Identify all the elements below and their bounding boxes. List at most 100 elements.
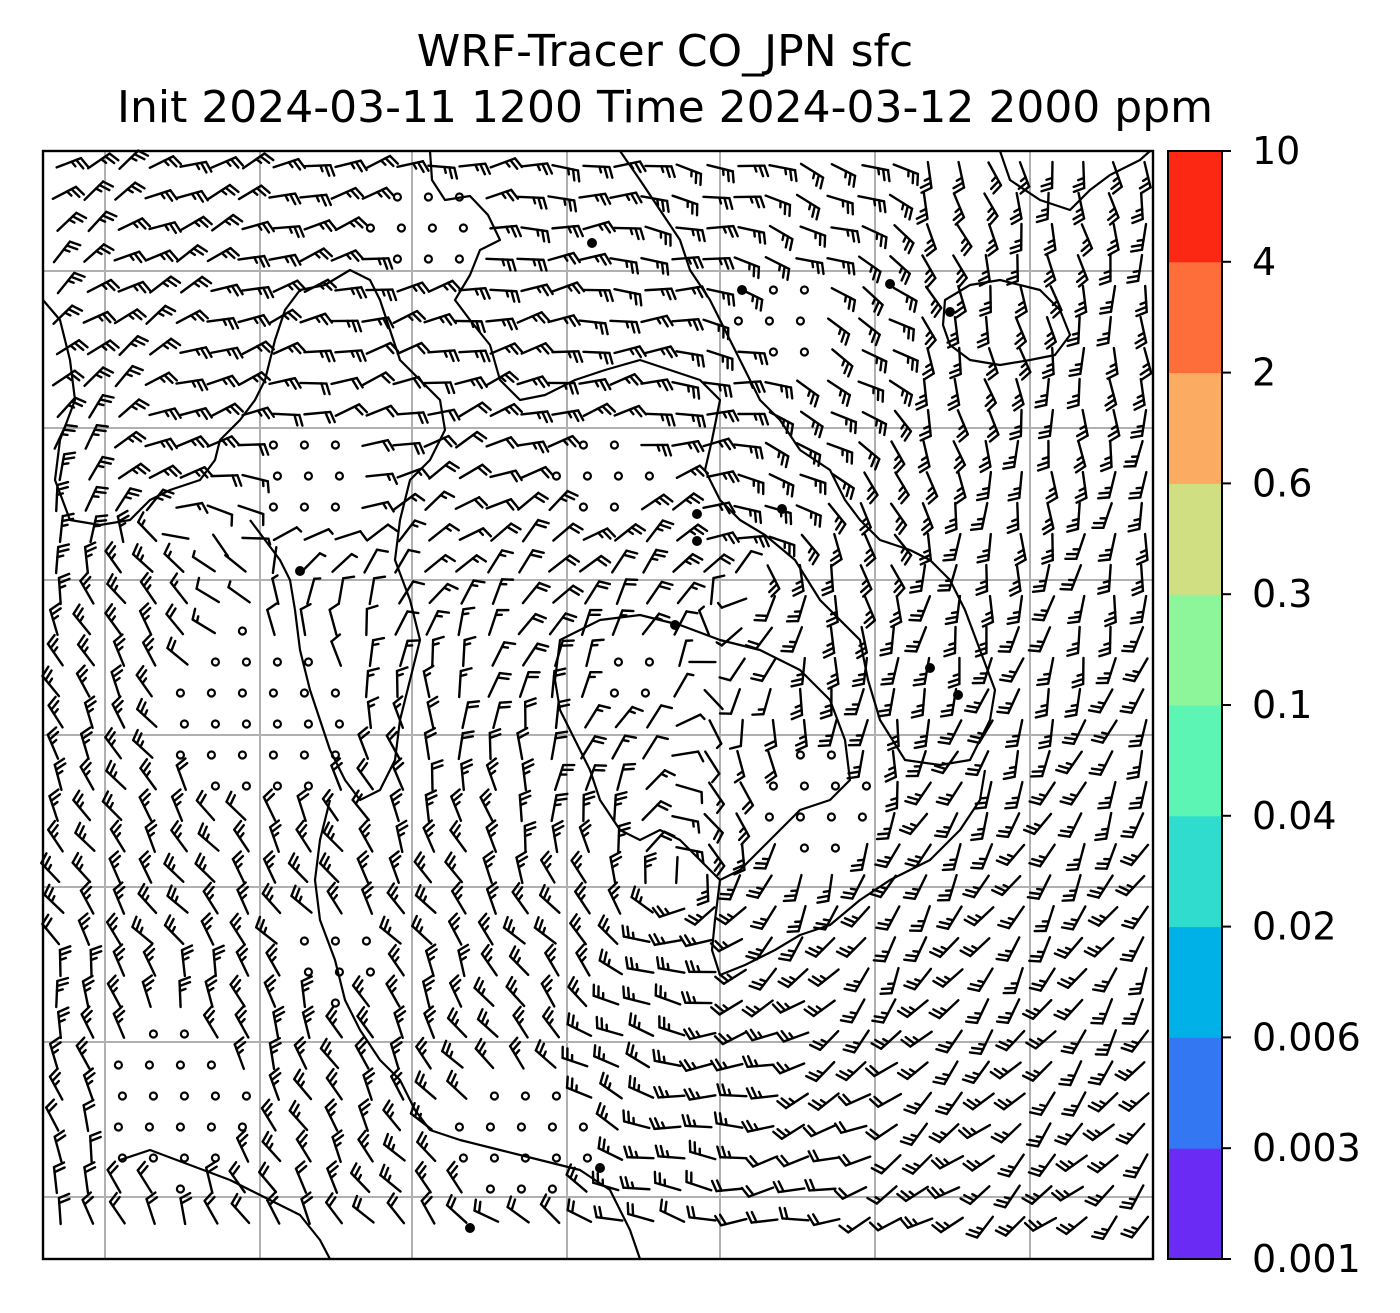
- wind-barb: [415, 1036, 432, 1070]
- wind-barb: [163, 542, 185, 573]
- wind-barb: [508, 945, 530, 977]
- wind-barb: [676, 523, 709, 542]
- calm-wind-marker: [799, 285, 810, 295]
- colorbar-ticks: 0.001 0.003 0.006 0.02 0.04 0.1 0.3 0.6 2 4 10: [1222, 129, 1361, 1281]
- wind-barb: [866, 1185, 898, 1205]
- wind-barb: [1009, 408, 1023, 441]
- wind-barb: [1080, 223, 1094, 257]
- wind-barb: [1002, 439, 1020, 470]
- wind-barb: [995, 1029, 1026, 1052]
- calm-wind-marker: [303, 471, 314, 481]
- wind-barb: [849, 842, 869, 872]
- wind-barb: [368, 575, 387, 606]
- wind-barb: [840, 874, 866, 900]
- wind-barb: [858, 317, 881, 347]
- wind-barb: [225, 790, 247, 821]
- wind-barb: [997, 1153, 1025, 1178]
- wind-barb: [170, 788, 184, 822]
- wind-barb: [86, 152, 120, 170]
- wind-barb: [361, 371, 395, 387]
- wind-barb: [1041, 346, 1055, 380]
- wind-barb: [544, 943, 560, 977]
- wind-barb: [265, 943, 281, 977]
- wind-barb: [300, 552, 327, 574]
- wind-barb: [1104, 377, 1118, 412]
- wind-barb: [79, 571, 95, 605]
- wind-barb: [517, 612, 547, 636]
- colorbar-tick-label: 4: [1252, 240, 1276, 284]
- wind-barb: [55, 480, 70, 513]
- wind-barb: [1014, 316, 1027, 350]
- wind-barb: [985, 223, 999, 257]
- station-dot: [587, 238, 597, 248]
- wind-barb: [983, 192, 999, 226]
- wind-barb: [179, 160, 213, 174]
- wind-barb: [175, 435, 210, 448]
- wind-barb: [515, 850, 529, 885]
- wind-barb: [365, 341, 400, 355]
- wind-barb: [136, 511, 158, 543]
- calm-wind-marker: [299, 750, 310, 760]
- wind-barb: [675, 783, 704, 805]
- wind-barb: [904, 626, 928, 653]
- wind-barb: [428, 582, 459, 605]
- wind-barb: [830, 163, 857, 188]
- wind-barb: [458, 527, 493, 541]
- wind-barb: [450, 881, 467, 915]
- wind-barb: [79, 881, 95, 915]
- calm-wind-marker: [272, 471, 283, 481]
- wind-barb: [262, 850, 277, 884]
- calm-wind-marker: [609, 502, 620, 512]
- calm-wind-marker: [516, 1122, 527, 1132]
- wind-barb: [389, 1036, 403, 1071]
- calm-wind-marker: [175, 1184, 186, 1194]
- wind-barb: [414, 1160, 432, 1194]
- wind-barb: [685, 1169, 713, 1192]
- wind-barb: [321, 788, 339, 822]
- calm-wind-marker: [330, 750, 341, 760]
- wind-barb: [293, 1068, 313, 1101]
- wind-barb: [582, 790, 596, 823]
- wind-barb: [206, 374, 241, 388]
- wind-barb: [427, 279, 462, 293]
- wind-barb: [1086, 874, 1114, 899]
- wind-barb: [131, 915, 154, 945]
- wind-barb: [892, 163, 920, 187]
- wind-barb: [272, 412, 304, 427]
- wind-barb: [542, 1006, 561, 1039]
- wind-barb: [874, 843, 901, 869]
- calm-wind-marker: [516, 1184, 527, 1194]
- wind-barb: [813, 905, 839, 931]
- wind-barb: [935, 1029, 963, 1054]
- wind-barb: [688, 1139, 717, 1161]
- wind-barb: [75, 1036, 91, 1070]
- wind-barb: [414, 884, 437, 914]
- wind-barb: [709, 937, 744, 953]
- wind-barb: [910, 687, 926, 719]
- wind-barb: [52, 1161, 66, 1195]
- calm-wind-marker: [458, 223, 469, 233]
- wind-barb: [942, 532, 962, 562]
- wind-barb: [625, 1041, 651, 1069]
- wind-barb: [551, 350, 584, 364]
- wind-barb: [516, 311, 551, 324]
- wind-barb: [764, 749, 778, 784]
- wind-barb: [675, 846, 705, 865]
- wind-barb: [1034, 687, 1050, 719]
- wind-barb: [241, 285, 275, 299]
- wind-barb: [718, 657, 746, 682]
- wind-barb: [485, 498, 520, 511]
- wind-barb: [262, 788, 277, 822]
- wind-barb: [84, 485, 109, 512]
- wind-barb: [1120, 812, 1145, 839]
- wind-barb: [46, 819, 64, 853]
- wind-barb: [892, 286, 918, 313]
- wind-barb: [569, 913, 588, 946]
- wind-barb: [457, 606, 476, 637]
- wind-barb: [890, 564, 906, 598]
- wind-barb: [141, 633, 157, 667]
- calm-wind-marker: [795, 750, 806, 760]
- wind-barb: [491, 641, 517, 667]
- wind-barb: [520, 226, 551, 244]
- calm-wind-marker: [179, 1153, 190, 1163]
